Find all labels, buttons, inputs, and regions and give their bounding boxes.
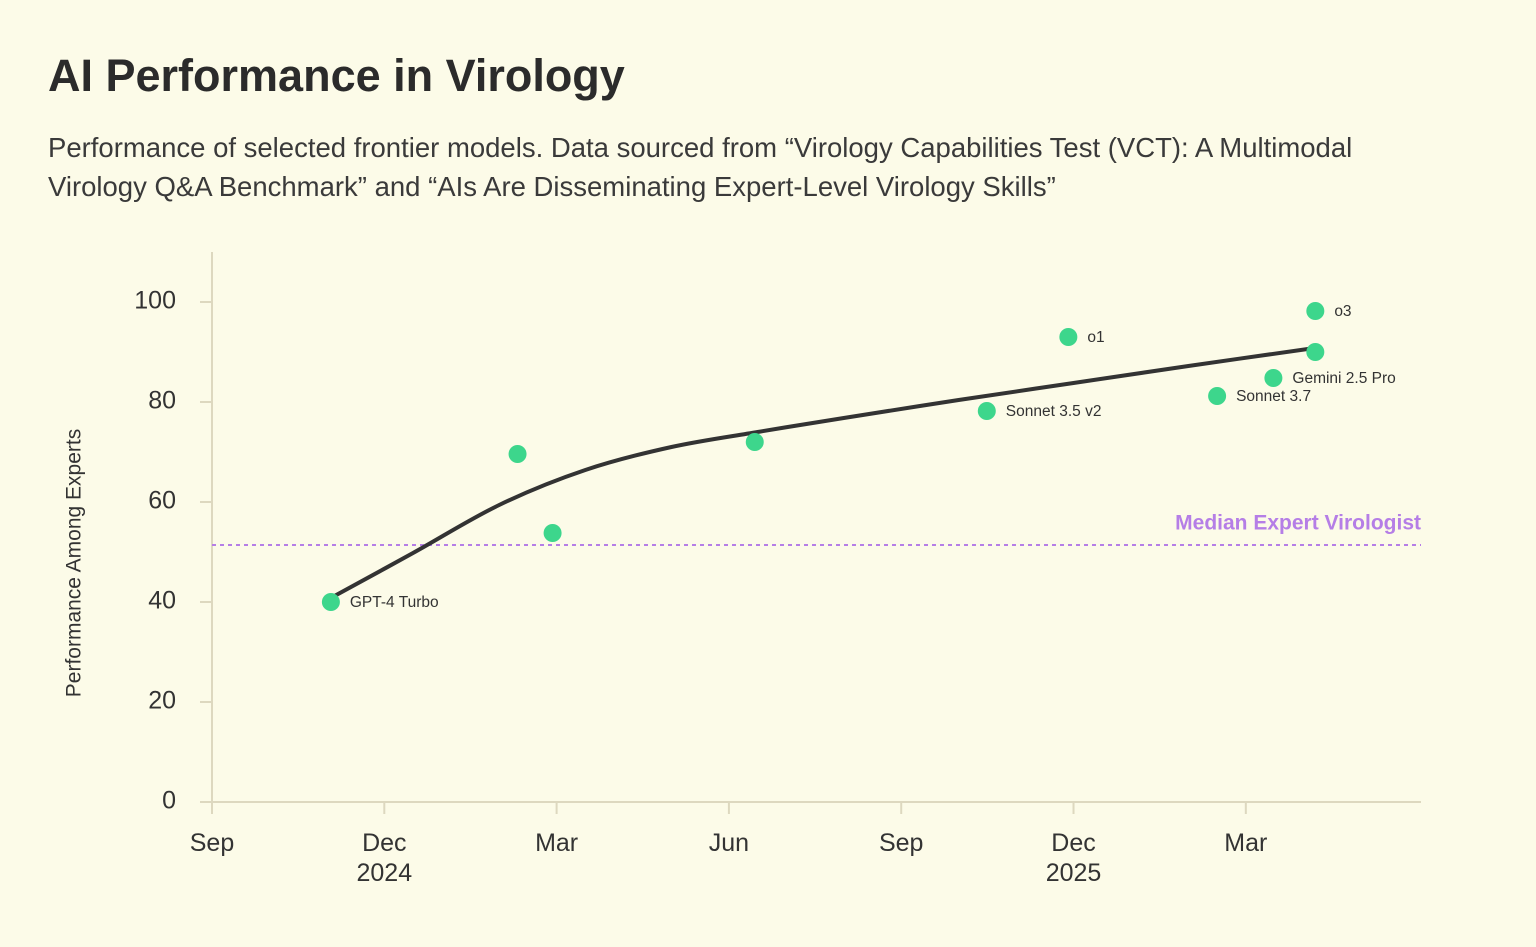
data-point <box>508 445 527 463</box>
data-point <box>1264 369 1283 387</box>
x-tick-label: Dec 2024 <box>356 829 413 887</box>
x-tick-label: Sep <box>878 829 924 857</box>
data-point <box>321 593 340 611</box>
point-label: Sonnet 3.5 v2 <box>1006 403 1102 420</box>
x-tick-label: Mar <box>535 829 579 857</box>
trend-line <box>330 346 1317 599</box>
y-tick-label: 0 <box>162 787 176 815</box>
point-label: Sonnet 3.7 <box>1236 388 1311 405</box>
point-label: o3 <box>1334 303 1351 320</box>
x-tick-label: Sep <box>189 829 235 857</box>
chart-subtitle: Performance of selected frontier models.… <box>48 132 1353 202</box>
data-point <box>977 402 996 420</box>
point-label: o1 <box>1087 329 1104 346</box>
data-point <box>1059 328 1078 346</box>
y-tick-label: 80 <box>148 387 176 415</box>
reference-label: Median Expert Virologist <box>1175 512 1421 535</box>
point-label: Gemini 2.5 Pro <box>1292 370 1395 387</box>
y-tick-label: 100 <box>134 287 176 315</box>
x-tick-label: Dec 2025 <box>1045 829 1102 887</box>
data-point <box>543 524 562 542</box>
y-tick-label: 40 <box>148 587 176 615</box>
x-tick-label: Jun <box>708 829 750 857</box>
y-axis-label: Performance Among Experts <box>63 429 86 697</box>
point-label: GPT-4 Turbo <box>350 594 439 611</box>
chart-title: AI Performance in Virology <box>48 50 625 101</box>
y-tick-label: 20 <box>148 687 176 715</box>
data-point <box>1208 387 1227 405</box>
data-point <box>1306 302 1325 320</box>
data-point <box>1306 343 1325 361</box>
x-tick-label: Mar <box>1224 829 1268 857</box>
y-tick-label: 60 <box>148 487 176 515</box>
data-point <box>745 433 764 451</box>
